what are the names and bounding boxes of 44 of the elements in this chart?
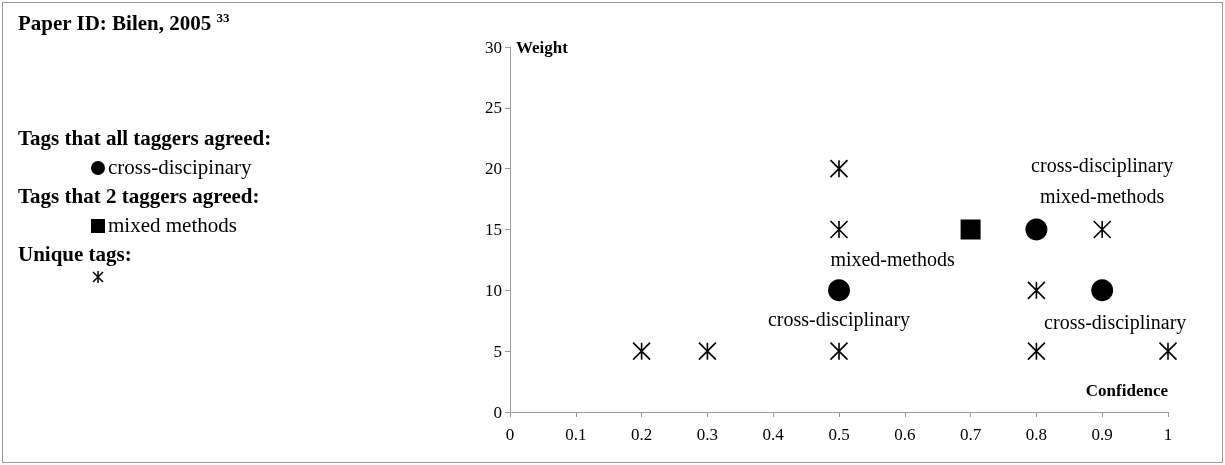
x-tick-label: 0.8 <box>1025 425 1048 444</box>
point <box>1027 341 1046 361</box>
y-tick-label: 0 <box>493 402 502 422</box>
text: Unique tags: <box>18 242 132 266</box>
text: Tags that all taggers agreed: <box>18 126 272 150</box>
x-tick-label: 0.1 <box>565 425 587 444</box>
x-tick-label: 0.2 <box>630 425 653 444</box>
y-tick-label: 20 <box>485 159 502 179</box>
point <box>1158 341 1178 361</box>
x-tick-label: 1 <box>1163 425 1173 444</box>
y-tick-label: 25 <box>485 98 502 118</box>
point <box>829 220 849 239</box>
annotation: mixed-methods <box>830 247 956 270</box>
annotation: cross-disciplinary <box>1044 311 1187 335</box>
x-tick-label: 0 <box>505 425 515 444</box>
point <box>698 341 717 361</box>
x-tick-label: 0.6 <box>894 425 916 444</box>
point <box>1025 218 1048 241</box>
x-tick-label: 0.7 <box>959 425 982 444</box>
text: Paper ID: Bilen, 2005 $^{33}$ <box>18 10 230 36</box>
point <box>828 279 850 302</box>
text: Tags that 2 taggers agreed: <box>18 184 260 208</box>
y-tick-label: 30 <box>485 37 502 57</box>
point <box>829 159 849 178</box>
annotation: cross-disciplinary <box>767 308 911 332</box>
legend-label: mixed methods <box>108 212 237 239</box>
point <box>632 341 651 361</box>
point <box>1027 281 1046 300</box>
annotation: mixed-methods <box>1039 184 1165 207</box>
x-tick-label: 0.5 <box>828 425 850 444</box>
x-tick-label: 0.3 <box>696 425 719 444</box>
y-tick-label: 10 <box>485 280 502 300</box>
legend-label: cross-discipinary <box>108 154 252 181</box>
y-axis-title: Weight <box>516 38 569 57</box>
y-tick-label: 15 <box>485 220 502 239</box>
annotation: cross-disciplinary <box>1031 153 1174 177</box>
point <box>829 341 849 361</box>
x-axis-title: Confidence <box>1085 381 1169 400</box>
point <box>1091 279 1114 302</box>
point <box>960 219 981 240</box>
y-tick-label: 5 <box>493 341 502 361</box>
point <box>1092 220 1112 239</box>
x-tick-label: 0.4 <box>762 425 785 444</box>
x-tick-label: 0.9 <box>1091 425 1113 444</box>
